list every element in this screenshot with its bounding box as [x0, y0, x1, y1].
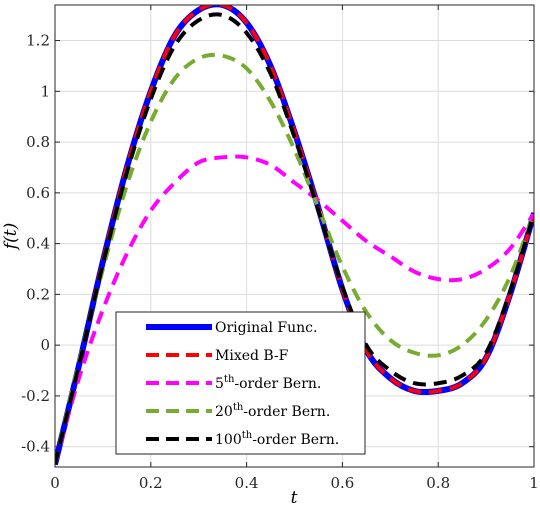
- legend-label: Original Func.: [215, 320, 317, 336]
- legend: Original Func. Mixed B-F 5th-order Bern. 20…: [115, 311, 366, 455]
- x-tick-label: 0.4: [235, 474, 259, 492]
- y-axis-label: f(t): [1, 223, 21, 251]
- x-tick-label: 0.6: [330, 474, 354, 492]
- series-line-4: [55, 52, 534, 465]
- series-line-3: [55, 154, 534, 465]
- legend-label: 5th-order Bern.: [215, 374, 321, 392]
- tick-labels: 0 0.2 0.4 0.6 0.8 1 -0.4 -0.2 0 0.2 0.4 0.6 0.8 1 1.2: [21, 32, 539, 492]
- y-tick-label: 1.2: [26, 32, 50, 50]
- grid: [55, 5, 534, 467]
- y-tick-label: -0.4: [21, 438, 50, 456]
- legend-label: Mixed B-F: [215, 348, 289, 364]
- plot-frame: [54, 4, 535, 468]
- series-line-5: [55, 12, 534, 465]
- x-tick-label: 1: [529, 474, 539, 492]
- y-tick-label: 0.8: [26, 133, 50, 151]
- legend-label: 100th-order Bern.: [215, 430, 339, 448]
- y-tick-label: 0.4: [26, 235, 50, 253]
- ticks: [54, 5, 535, 467]
- y-tick-label: 1: [40, 82, 50, 100]
- x-tick-label: 0.2: [139, 474, 163, 492]
- y-tick-label: 0: [40, 336, 50, 354]
- x-axis-label: t: [291, 488, 298, 508]
- y-tick-label: 0.6: [26, 184, 50, 202]
- series-layer: [55, 5, 534, 466]
- legend-label: 20th-order Bern.: [215, 402, 330, 420]
- x-tick-label: 0: [50, 474, 60, 492]
- y-tick-label: -0.2: [21, 387, 50, 405]
- y-tick-label: 0.2: [26, 285, 50, 303]
- x-tick-label: 0.8: [426, 474, 450, 492]
